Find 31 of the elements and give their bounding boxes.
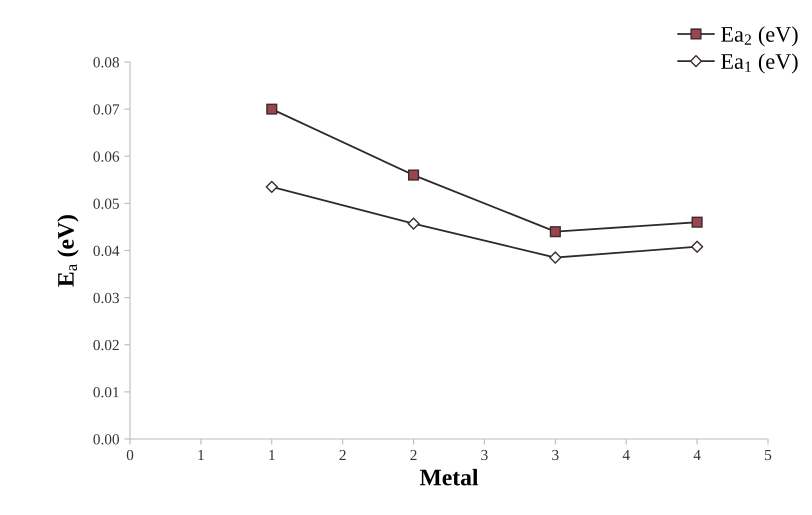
x-tick-label: 3 (552, 450, 559, 460)
x-tick-label: 5 (765, 450, 772, 460)
y-tick-label: 0.01 (93, 387, 119, 398)
x-tick-label: 1 (198, 450, 204, 460)
legend-label: Ea$_{2}$ (eV) (721, 26, 798, 46)
y-tick-label: 0.05 (93, 198, 119, 209)
point (691, 240, 704, 253)
x-axis-title: Metal (420, 468, 478, 486)
y-tick-label: 0.04 (93, 246, 120, 256)
point (692, 216, 703, 228)
y-tick-label: 0.00 (93, 434, 119, 445)
y-tick-label: 0.02 (93, 340, 119, 350)
x-tick-label: 2 (410, 450, 417, 460)
point (550, 226, 561, 238)
y-tick-label: 0.06 (93, 151, 120, 162)
y-tick-label: 0.07 (93, 104, 120, 115)
point (266, 104, 278, 115)
y-tick-label: 0.03 (93, 292, 119, 304)
point (266, 180, 278, 193)
point (549, 251, 562, 264)
x-tick-label: 2 (340, 450, 346, 460)
y-tick-label: 0.08 (93, 57, 119, 68)
point (407, 218, 420, 230)
x-tick-label: 0 (126, 450, 134, 460)
legend-label: Ea$_{1}$ (eV) (721, 53, 798, 74)
x-tick-label: 1 (269, 450, 275, 460)
x-tick-label: 4 (694, 450, 701, 460)
x-tick-label: 3 (481, 450, 488, 460)
y-axis-title: E$_{a}$ (eV) (57, 215, 79, 287)
point (408, 170, 420, 181)
x-tick-label: 4 (622, 450, 630, 460)
